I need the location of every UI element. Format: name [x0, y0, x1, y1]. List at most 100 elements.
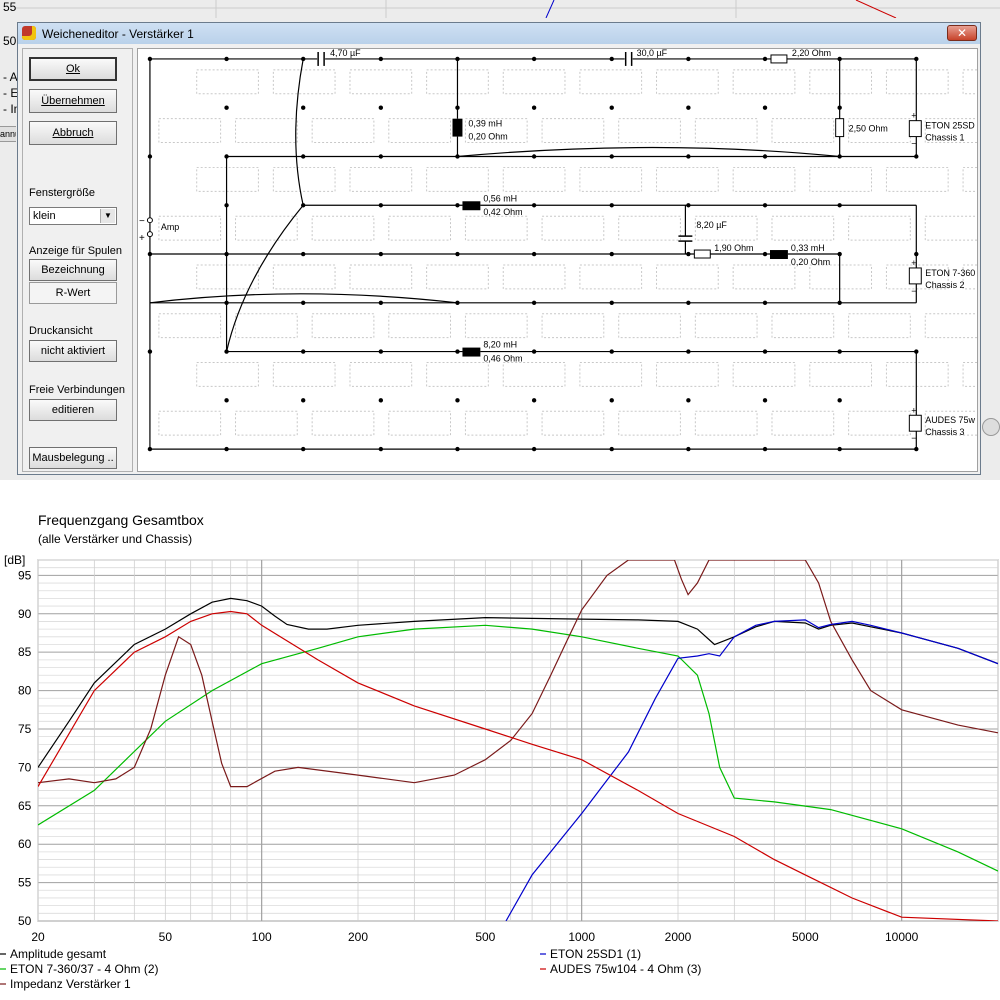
component-slot[interactable]	[885, 362, 949, 387]
grid-node[interactable]	[837, 349, 842, 354]
component-slot[interactable]	[349, 166, 413, 192]
grid-node[interactable]	[837, 398, 842, 403]
component-slot[interactable]	[464, 410, 528, 436]
grid-node[interactable]	[378, 446, 384, 452]
grid-node[interactable]	[147, 154, 153, 159]
grid-node[interactable]	[837, 105, 842, 110]
grid-node[interactable]	[837, 251, 842, 257]
component-slot[interactable]	[962, 69, 978, 95]
component-slot[interactable]	[272, 362, 336, 387]
component-slot[interactable]	[848, 313, 911, 339]
grid-node[interactable]	[378, 349, 384, 354]
component-slot[interactable]	[426, 362, 489, 387]
grid-node[interactable]	[378, 56, 384, 62]
component-slot[interactable]	[235, 118, 298, 144]
grid-node[interactable]	[914, 154, 919, 159]
grid-node[interactable]	[378, 398, 384, 403]
grid-node[interactable]	[224, 300, 229, 305]
grid-node[interactable]	[224, 203, 229, 208]
component-slot[interactable]	[962, 264, 978, 290]
component-slot[interactable]	[656, 264, 719, 290]
component-slot[interactable]	[809, 362, 873, 387]
speaker-chassis-1-icon[interactable]: +−	[908, 111, 922, 149]
grid-node[interactable]	[762, 154, 768, 159]
grid-node[interactable]	[301, 154, 306, 159]
grid-node[interactable]	[455, 105, 460, 110]
grid-node[interactable]	[686, 56, 691, 62]
component-slot[interactable]	[272, 166, 336, 192]
component-slot[interactable]	[349, 362, 413, 387]
grid-node[interactable]	[762, 300, 768, 305]
component-slot[interactable]	[235, 410, 298, 436]
grid-node[interactable]	[147, 251, 153, 257]
ok-button[interactable]: Ok	[29, 57, 117, 81]
component-slot[interactable]	[924, 313, 978, 339]
grid-node[interactable]	[914, 349, 919, 354]
grid-node[interactable]	[531, 251, 537, 257]
component-slot[interactable]	[541, 410, 605, 436]
component-slot[interactable]	[694, 313, 758, 339]
grid-node[interactable]	[837, 300, 842, 305]
grid-node[interactable]	[301, 56, 306, 62]
component-slot[interactable]	[196, 166, 259, 192]
component-slot[interactable]	[618, 410, 681, 436]
window-size-select[interactable]: klein ▼	[29, 207, 117, 225]
component-slot[interactable]	[158, 118, 222, 144]
component-slot[interactable]	[541, 215, 605, 241]
grid-node[interactable]	[686, 105, 691, 110]
grid-node[interactable]	[301, 300, 306, 305]
grid-node[interactable]	[455, 203, 460, 208]
apply-button[interactable]: Übernehmen	[29, 89, 117, 113]
grid-node[interactable]	[762, 349, 768, 354]
grid-node[interactable]	[686, 398, 691, 403]
component-slot[interactable]	[656, 69, 719, 95]
component-slot[interactable]	[502, 362, 566, 387]
grid-node[interactable]	[531, 154, 537, 159]
component-slot[interactable]	[962, 362, 978, 387]
grid-node[interactable]	[301, 251, 306, 257]
component-slot[interactable]	[848, 215, 911, 241]
grid-node[interactable]	[609, 349, 614, 354]
component-slot[interactable]	[196, 362, 259, 387]
grid-node[interactable]	[609, 56, 614, 62]
grid-node[interactable]	[837, 446, 842, 452]
grid-node[interactable]	[762, 105, 768, 110]
amp-terminal-plus[interactable]	[146, 231, 153, 238]
component-slot[interactable]	[388, 215, 452, 241]
grid-node[interactable]	[224, 154, 229, 159]
component-slot[interactable]	[579, 166, 643, 192]
grid-node[interactable]	[301, 105, 306, 110]
component-slot[interactable]	[771, 215, 835, 241]
grid-node[interactable]	[609, 446, 614, 452]
component-slot[interactable]	[656, 166, 719, 192]
component-slot[interactable]	[541, 118, 605, 144]
grid-node[interactable]	[609, 154, 614, 159]
component-slot[interactable]	[272, 69, 336, 95]
grid-node[interactable]	[531, 398, 537, 403]
grid-node[interactable]	[686, 300, 691, 305]
component-slot[interactable]	[732, 362, 796, 387]
grid-node[interactable]	[301, 203, 306, 208]
component-slot[interactable]	[196, 264, 259, 290]
print-view-button[interactable]: nicht aktiviert	[29, 340, 117, 362]
grid-node[interactable]	[147, 56, 153, 62]
grid-node[interactable]	[686, 446, 691, 452]
component-slot[interactable]	[158, 313, 222, 339]
component-slot[interactable]	[235, 215, 298, 241]
grid-node[interactable]	[455, 349, 460, 354]
coil-display-resistance-button[interactable]: R-Wert	[29, 282, 117, 304]
component-slot[interactable]	[656, 362, 719, 387]
grid-node[interactable]	[455, 300, 460, 305]
grid-node[interactable]	[224, 349, 229, 354]
capacitor-c1[interactable]	[317, 51, 325, 66]
component-slot[interactable]	[158, 215, 222, 241]
grid-node[interactable]	[762, 251, 768, 257]
grid-node[interactable]	[686, 154, 691, 159]
component-slot[interactable]	[311, 215, 375, 241]
component-slot[interactable]	[771, 118, 835, 144]
component-slot[interactable]	[694, 410, 758, 436]
component-slot[interactable]	[848, 410, 911, 436]
capacitor-c2[interactable]	[624, 51, 633, 66]
grid-node[interactable]	[837, 56, 842, 62]
grid-node[interactable]	[455, 154, 460, 159]
